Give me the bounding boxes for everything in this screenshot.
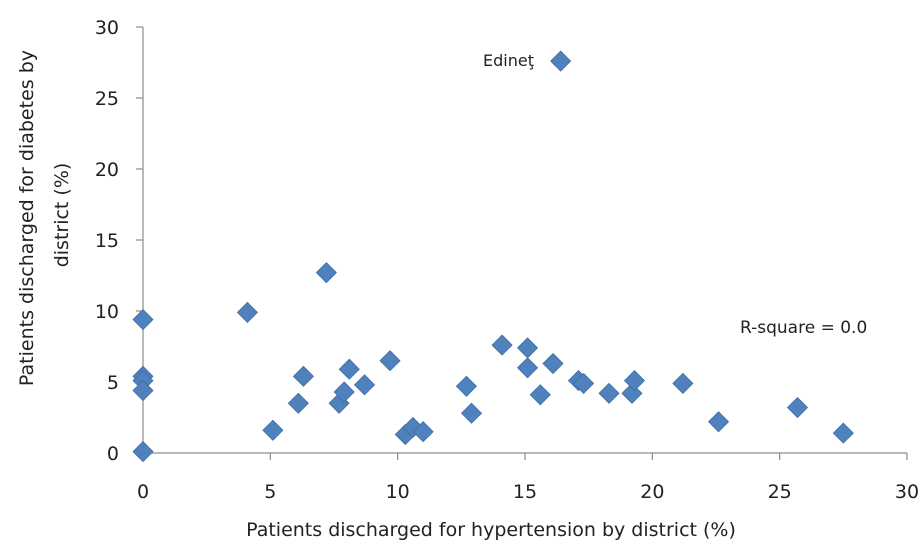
data-points (132, 50, 854, 463)
data-point (292, 365, 315, 387)
y-tick-label: 30 (95, 17, 119, 39)
data-point (455, 375, 477, 397)
data-point (516, 337, 539, 359)
data-point (333, 381, 355, 403)
data-point (262, 419, 284, 441)
y-tick-label: 20 (95, 159, 119, 181)
data-point (315, 262, 337, 284)
data-point (353, 374, 376, 396)
data-point (132, 308, 154, 331)
x-tick-label: 30 (895, 481, 919, 503)
data-point (132, 441, 154, 463)
y-axis-title: Patients discharged for diabetes by dist… (16, 44, 73, 386)
y-tick-label: 0 (107, 443, 119, 465)
y-tick-label: 15 (95, 230, 119, 252)
data-point (598, 382, 620, 404)
axes (142, 27, 907, 454)
x-tick-label: 20 (640, 481, 664, 503)
x-tick-label: 15 (513, 481, 537, 503)
data-point (707, 411, 730, 433)
y-axis-title-line-1: Patients discharged for diabetes by (16, 50, 38, 386)
data-point (379, 350, 401, 372)
data-point (550, 50, 572, 72)
x-ticks: 0 5 10 15 20 25 30 (137, 453, 919, 503)
data-point (786, 396, 809, 419)
data-point (623, 370, 646, 392)
data-point (832, 422, 854, 444)
data-point (491, 334, 513, 356)
y-ticks: 0 5 10 15 20 25 30 (95, 17, 143, 465)
data-point (132, 379, 154, 402)
data-point (236, 301, 258, 323)
y-tick-label: 25 (95, 88, 119, 110)
data-point (402, 416, 424, 439)
data-point (460, 402, 483, 424)
x-tick-label: 0 (137, 481, 149, 503)
edinet-point-label: Edineţ (483, 51, 534, 70)
data-point (338, 358, 360, 380)
x-tick-label: 10 (386, 481, 410, 503)
data-point (542, 352, 564, 375)
data-point (573, 372, 595, 394)
data-point (287, 392, 309, 414)
y-tick-label: 10 (95, 301, 119, 323)
y-tick-label: 5 (107, 372, 119, 394)
r-square-annotation: R-square = 0.0 (740, 318, 867, 338)
data-point (412, 421, 434, 443)
x-tick-label: 25 (768, 481, 792, 503)
data-point (529, 384, 551, 406)
x-tick-label: 5 (264, 481, 276, 503)
data-point (516, 357, 539, 379)
y-axis-title-line-2: district (%) (51, 163, 73, 268)
data-point (672, 372, 694, 394)
x-axis-title: Patients discharged for hypertension by … (246, 519, 736, 541)
